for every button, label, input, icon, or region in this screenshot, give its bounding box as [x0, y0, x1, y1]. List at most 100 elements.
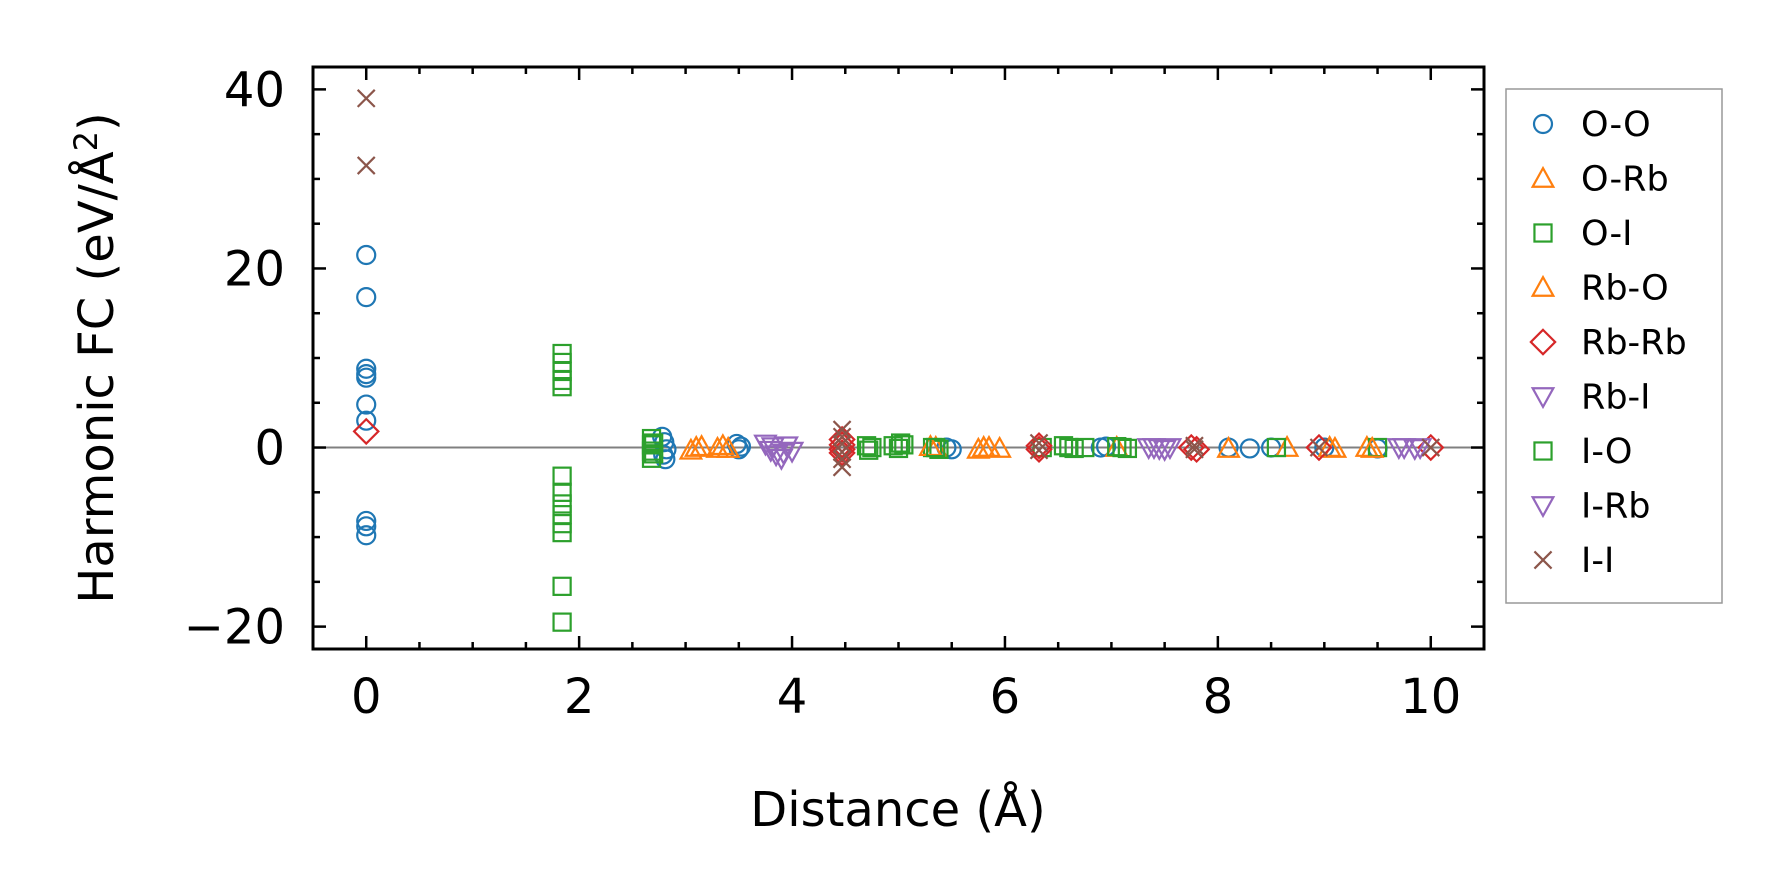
data-point: [1029, 440, 1049, 460]
x-tick-label: 10: [1400, 669, 1461, 725]
data-point: [1185, 440, 1204, 459]
data-point: [894, 435, 914, 455]
data-point: [828, 431, 856, 459]
data-point: [710, 433, 736, 456]
legend: O-O O-Rb O-I Rb-O Rb-Rb Rb-I I-O I-Rb I-I: [1505, 88, 1723, 604]
data-point: [832, 457, 852, 477]
data-point: [644, 433, 664, 453]
x-tick-label: 0: [351, 669, 382, 725]
data-point: [760, 437, 786, 460]
plot-area-frame: [311, 65, 1486, 651]
data-point: [356, 367, 377, 388]
data-point: [552, 494, 572, 514]
y-tick-label: −20: [184, 600, 285, 656]
data-point: [1305, 433, 1333, 462]
legend-entry-i-rb: I-Rb: [1530, 487, 1651, 527]
data-point: [832, 427, 852, 447]
series-i-o: [644, 433, 1132, 464]
data-point: [356, 244, 377, 266]
data-point: [779, 441, 805, 464]
data-point: [552, 466, 572, 486]
data-point: [1274, 434, 1300, 457]
data-point: [1407, 438, 1433, 461]
data-point: [1157, 438, 1183, 461]
data-point: [1317, 434, 1342, 457]
y-axis-label: Harmonic FC (eV/Å2): [67, 112, 125, 604]
data-point: [918, 434, 943, 457]
legend-entry-o-rb: O-Rb: [1530, 160, 1669, 200]
data-point: [678, 437, 704, 460]
data-point: [1309, 438, 1329, 457]
data-point: [771, 443, 796, 466]
data-points: [352, 89, 1445, 632]
y-tick-label: 0: [254, 421, 285, 477]
legend-marker: [1533, 550, 1553, 570]
data-point: [1239, 438, 1260, 459]
series-o-i: [552, 343, 1388, 632]
data-point: [1391, 438, 1417, 461]
data-point: [1152, 439, 1177, 462]
series-i-rb: [760, 437, 1433, 466]
data-point: [832, 420, 852, 439]
x-tick-label: 6: [990, 669, 1021, 725]
data-point: [971, 434, 996, 457]
data-point: [1112, 437, 1132, 458]
legend-label: Rb-O: [1581, 269, 1669, 309]
data-point: [1059, 437, 1079, 458]
data-point: [356, 394, 377, 415]
data-point: [552, 377, 572, 397]
data-point: [552, 482, 572, 502]
data-point: [1421, 438, 1441, 457]
x-tick-label: 8: [1203, 669, 1234, 725]
y-tick-label: 40: [224, 62, 285, 118]
legend-entry-rb-o: Rb-O: [1530, 269, 1669, 309]
legend-entry-rb-i: Rb-I: [1530, 378, 1651, 418]
data-point: [1360, 435, 1385, 458]
legend-label: Rb-Rb: [1581, 323, 1687, 363]
data-point: [356, 156, 376, 175]
legend-label: O-Rb: [1581, 160, 1669, 200]
data-point: [926, 437, 946, 458]
data-point: [1182, 435, 1211, 464]
data-point: [832, 434, 852, 454]
data-point: [1053, 436, 1074, 456]
legend-marker: [1530, 387, 1556, 410]
legend-marker: [1530, 496, 1556, 519]
data-point: [356, 287, 377, 308]
data-point: [356, 89, 376, 108]
data-point: [644, 444, 664, 464]
data-point: [356, 510, 377, 532]
x-tick-label: 4: [777, 669, 808, 725]
legend-entry-rb-rb: Rb-Rb: [1529, 323, 1687, 363]
y-axis-label-close: ): [69, 112, 125, 131]
y-axis-label-superscript: 2: [67, 131, 105, 151]
y-axis-label-main: Harmonic FC (eV/Å: [68, 151, 125, 604]
legend-label: I-O: [1581, 432, 1632, 472]
data-point: [356, 525, 377, 546]
data-point: [352, 417, 380, 446]
data-point: [1075, 437, 1095, 458]
legend-label: I-Rb: [1581, 487, 1651, 527]
legend-marker: [1530, 274, 1556, 297]
data-point: [552, 522, 572, 543]
data-point: [715, 435, 741, 458]
data-point: [753, 434, 778, 457]
legend-label: Rb-I: [1581, 378, 1651, 418]
data-point: [1029, 433, 1049, 453]
data-point: [832, 442, 852, 462]
data-point: [832, 449, 852, 469]
legend-marker: [1533, 223, 1553, 243]
legend-entry-i-i: I-I: [1533, 541, 1614, 581]
series-i-i: [356, 89, 1441, 477]
legend-frame: [1505, 88, 1723, 604]
series-rb-rb: [352, 417, 1445, 467]
legend-marker: [1529, 328, 1557, 356]
data-point: [1216, 435, 1241, 458]
legend-marker: [1530, 165, 1556, 188]
legend-marker: [1533, 441, 1553, 461]
data-point: [763, 445, 789, 468]
legend-entry-o-i: O-I: [1533, 214, 1632, 254]
data-point: [929, 439, 949, 459]
legend-marker: [1532, 113, 1554, 135]
